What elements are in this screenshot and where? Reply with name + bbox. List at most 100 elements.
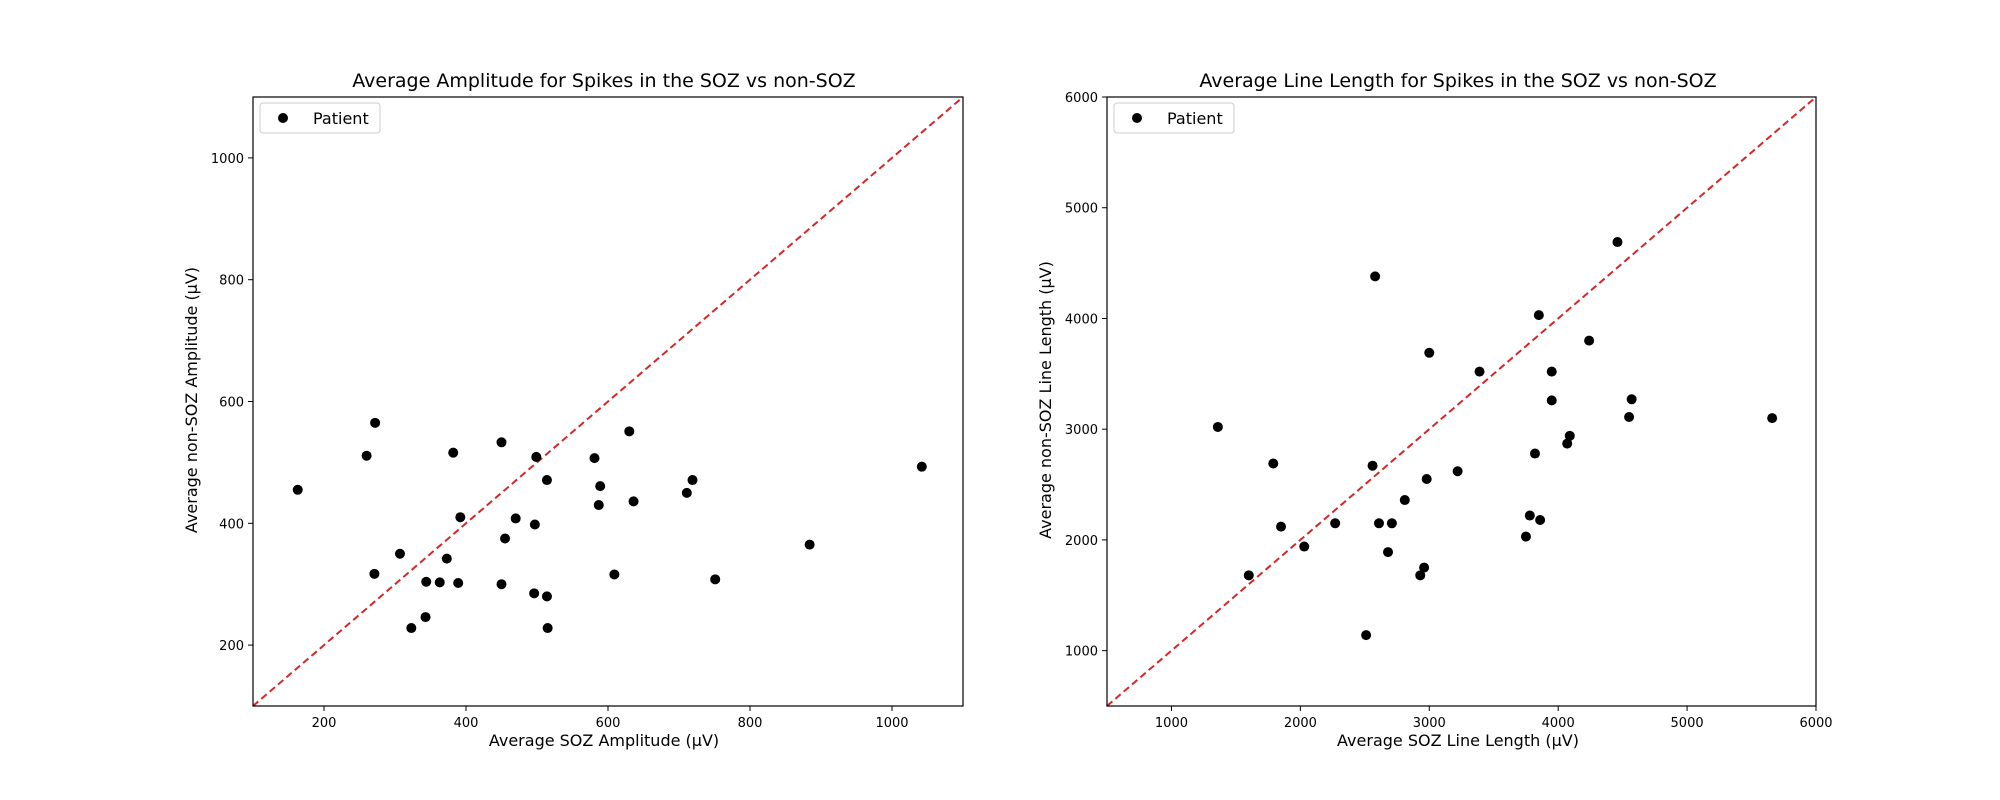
x-tick-label: 800 [738,716,763,731]
x-axis-label: Average SOZ Amplitude (μV) [489,731,719,750]
data-point [1452,466,1463,477]
data-point [421,576,432,587]
data-point [804,539,815,550]
x-tick-label: 200 [312,716,337,731]
data-point [1212,421,1223,432]
data-point [1421,474,1432,485]
data-point [1373,518,1384,529]
axis-ticks: 1000 2000 3000 4000 5000 6000 1000 2000 3000 4000… [1065,91,1833,731]
data-point [1533,310,1544,321]
plot-frame [252,96,964,707]
data-point [434,577,445,588]
data-point [1564,430,1575,441]
data-point [1424,347,1435,358]
y-tick-label: 600 [219,396,244,411]
legend-box [259,102,381,134]
x-tick-label: 3000 [1413,716,1446,731]
data-point [361,450,372,461]
plot-frame [1106,96,1817,707]
data-point [542,623,553,634]
data-point [1415,570,1426,581]
data-point [1330,518,1341,529]
legend: Patient [259,102,381,134]
data-point [589,453,600,464]
data-point [394,548,405,559]
data-point [1612,237,1623,248]
data-point [1767,413,1778,424]
plot-area: 1000 2000 3000 4000 5000 6000 1000 2000 3000 4000… [1065,91,1833,731]
reference-line [1106,96,1817,707]
data-point [441,553,452,564]
data-point [453,577,464,588]
data-point [496,437,507,448]
data-point [1546,395,1557,406]
data-point [1562,438,1573,449]
data-point [1524,510,1535,521]
data-point [595,481,606,492]
x-tick-label: 1000 [875,716,908,731]
y-tick-label: 5000 [1065,202,1098,217]
data-point [1626,394,1637,405]
x-tick-label: 4000 [1542,716,1575,731]
y-tick-label: 400 [219,517,244,532]
x-tick-label: 400 [454,716,479,731]
data-point [1399,495,1410,506]
data-point [624,426,635,437]
y-axis-label: Average non-SOZ Line Length (μV) [1036,261,1055,539]
amplitude-chart: Average Amplitude for Spikes in the SOZ … [182,70,964,750]
x-tick-label: 2000 [1284,716,1317,731]
data-point [500,533,511,544]
line-length-chart: Average Line Length for Spikes in the SO… [1036,70,1833,750]
data-point [1299,541,1310,552]
x-tick-label: 1000 [1155,716,1188,731]
x-tick-label: 600 [596,716,621,731]
y-tick-label: 3000 [1065,423,1098,438]
data-point [541,475,552,486]
data-point [1383,547,1394,558]
data-point [496,579,507,590]
data-point [687,475,698,486]
data-point [1370,271,1381,282]
legend-label: Patient [1167,109,1223,128]
y-axis-label: Average non-SOZ Amplitude (μV) [182,267,201,533]
legend-box [1113,102,1235,134]
data-point [529,519,540,530]
data-point [1361,630,1372,641]
y-tick-label: 1000 [1065,645,1098,660]
data-point [628,496,639,507]
data-point [531,451,542,462]
legend-label: Patient [313,109,369,128]
axis-ticks: 200 400 600 800 1000 200 400 600 800 1000 [211,152,909,731]
data-point [369,568,380,579]
data-points [292,417,927,634]
x-tick-label: 5000 [1671,716,1704,731]
data-point [448,447,459,458]
data-points [1212,237,1778,641]
data-point [420,612,431,623]
legend-marker [1132,113,1142,123]
data-point [1276,521,1287,532]
y-tick-label: 1000 [211,152,244,167]
reference-line-group [252,96,964,707]
legend: Patient [1113,102,1235,134]
chart-title: Average Line Length for Spikes in the SO… [1199,70,1716,92]
data-point [609,569,620,580]
reference-line [252,96,964,707]
data-point [455,512,466,523]
x-tick-label: 6000 [1799,716,1832,731]
data-point [1474,366,1485,377]
data-point [1386,518,1397,529]
data-point [1243,570,1254,581]
y-tick-label: 4000 [1065,312,1098,327]
data-point [1520,531,1531,542]
y-tick-label: 200 [219,639,244,654]
data-point [1367,460,1378,471]
data-point [1419,562,1430,573]
y-tick-label: 800 [219,274,244,289]
y-tick-label: 2000 [1065,534,1098,549]
data-point [292,484,303,495]
data-point [529,588,540,599]
data-point [370,417,381,428]
data-point [1584,335,1595,346]
